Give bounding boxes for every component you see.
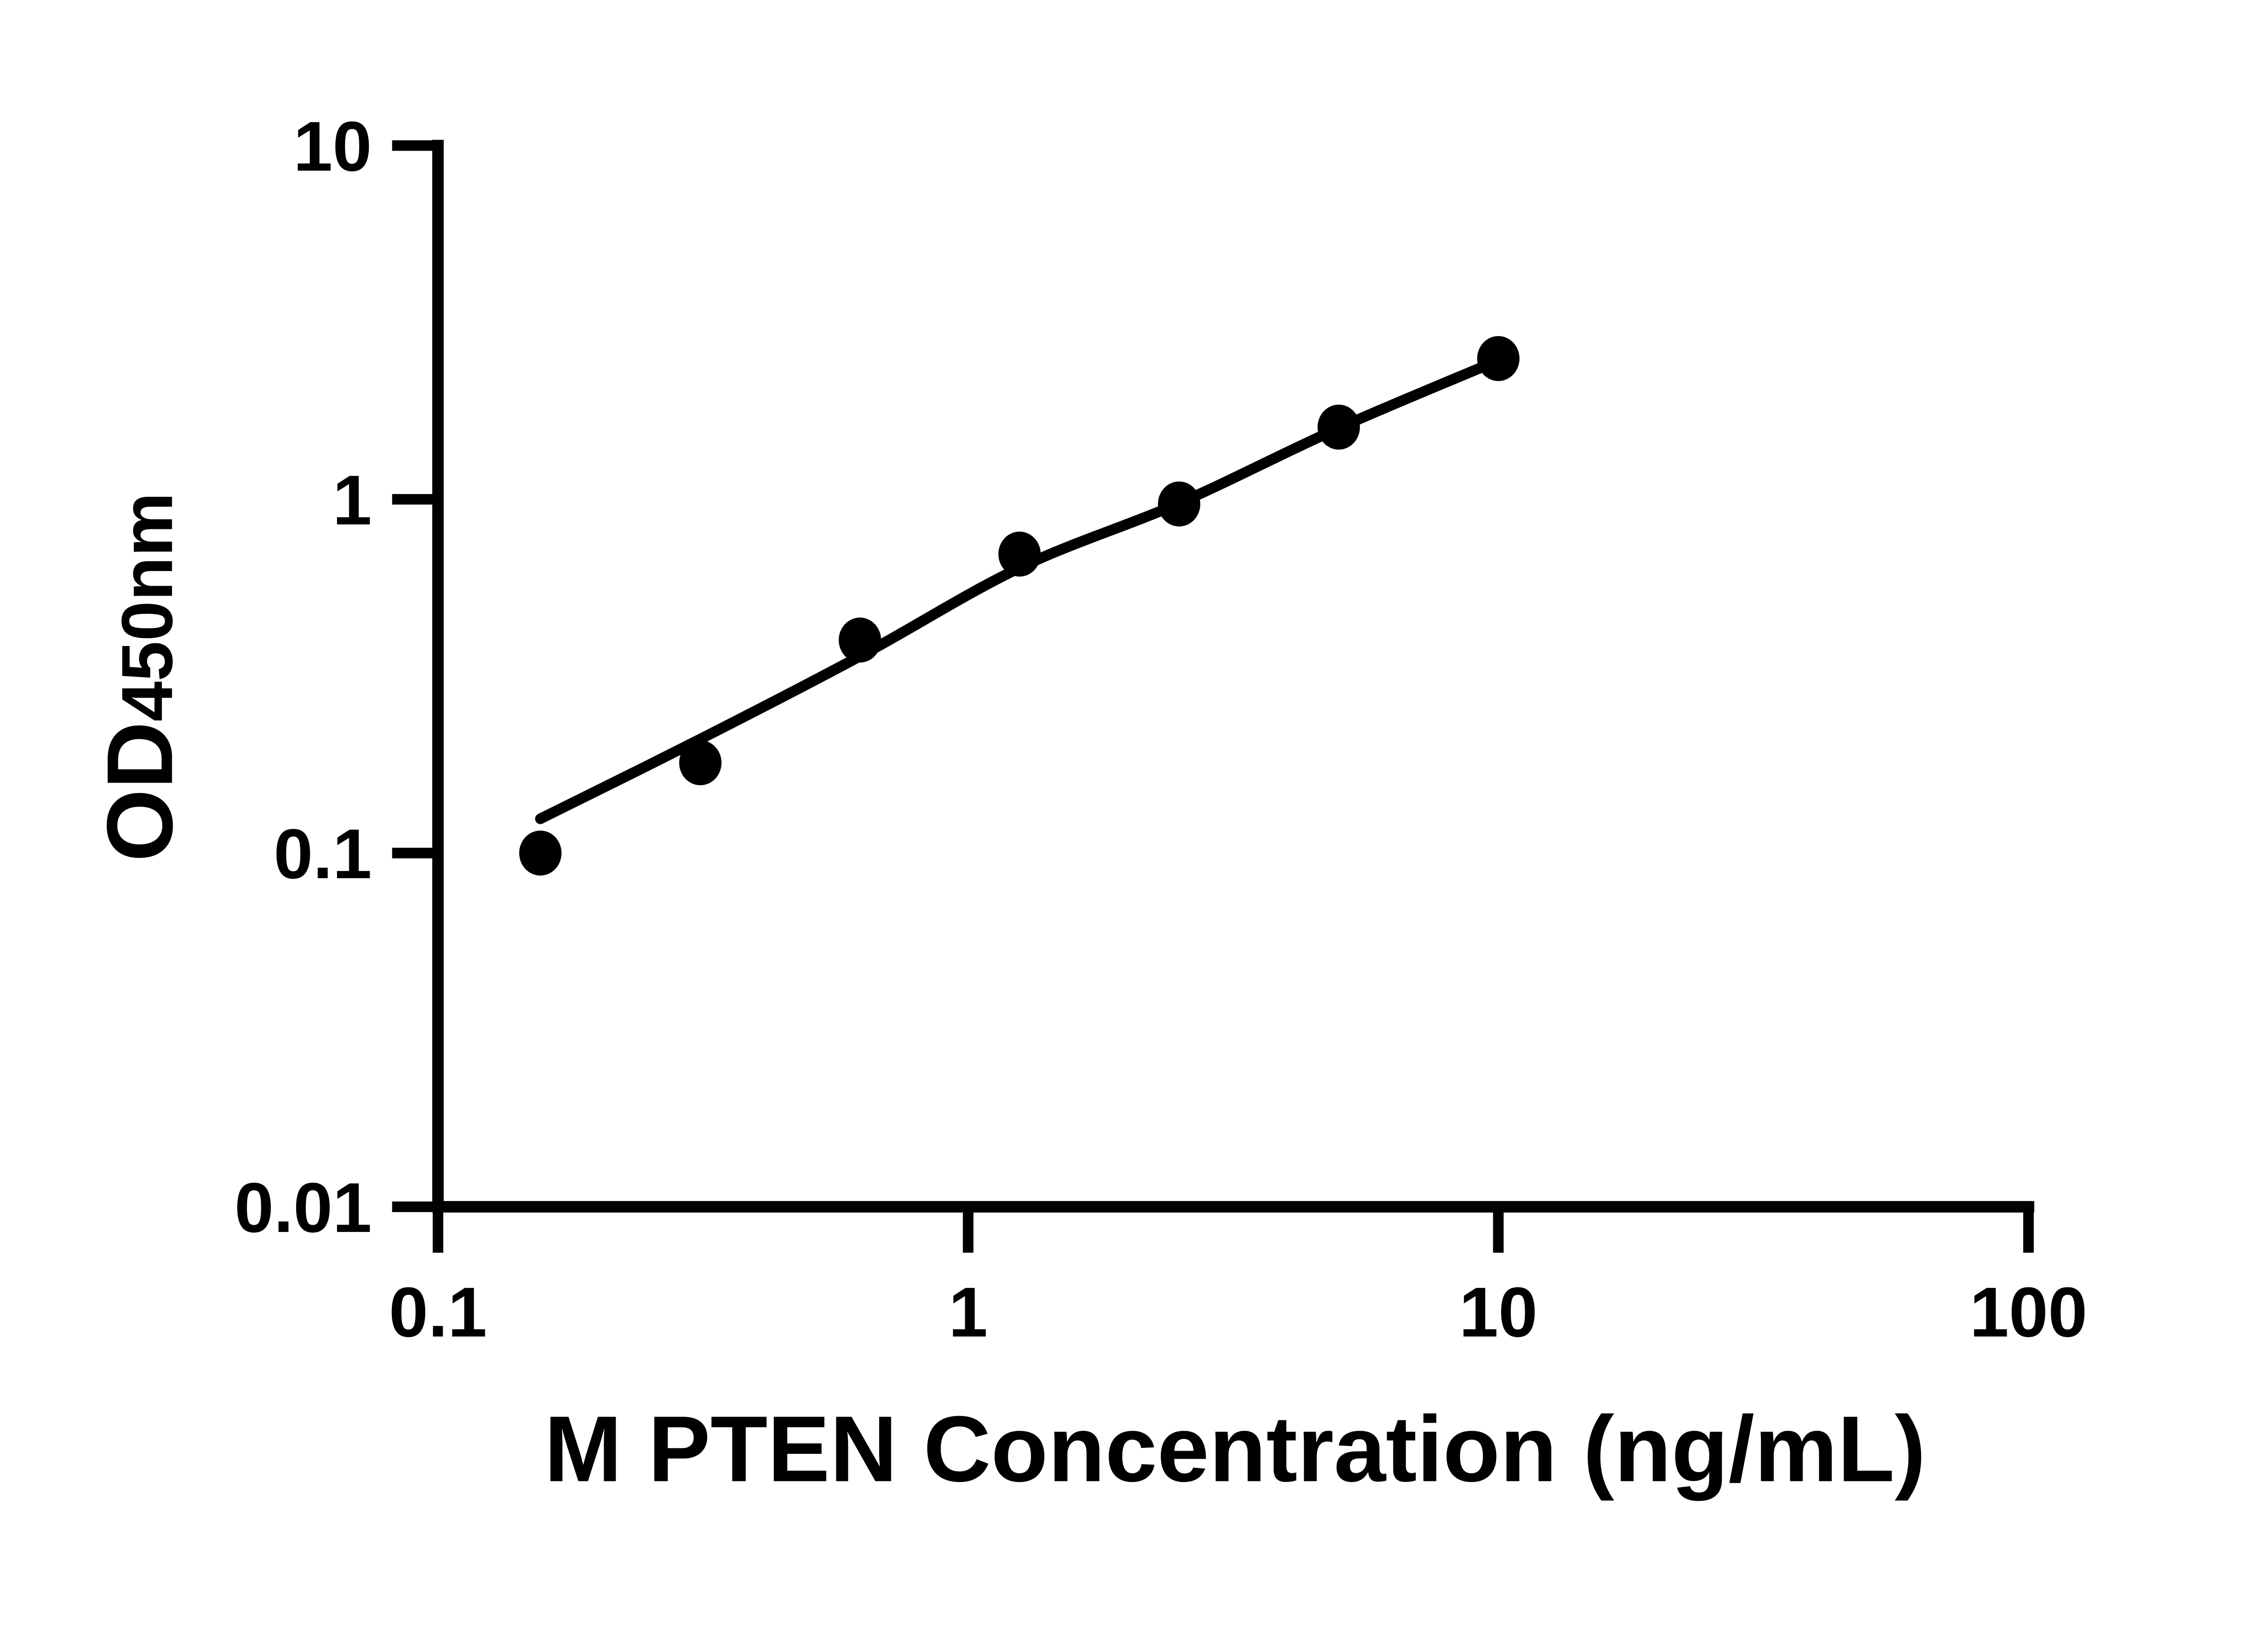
elisa-standard-curve-figure: 0.01 0.1 1 10 0.1 1 10 100 M PTEN Concentration… (87, 107, 2087, 1501)
data-point-marker (679, 740, 722, 786)
x-tick-label: 1 (948, 1272, 988, 1351)
axis-frame (432, 140, 2034, 1213)
x-tick-label: 100 (1970, 1272, 2087, 1351)
y-axis-title-subscript: 450nm (107, 492, 187, 721)
data-series (519, 336, 1520, 876)
data-point-marker (1317, 404, 1360, 450)
data-point-marker (839, 617, 881, 663)
y-tick-label: 1 (332, 460, 372, 539)
y-tick-label: 0.1 (274, 814, 371, 893)
y-tick-label: 10 (293, 107, 372, 186)
x-axis-title: M PTEN Concentration (ng/mL) (544, 1396, 1926, 1501)
y-axis-title-main: OD (87, 722, 192, 862)
y-axis-title: OD450nm (87, 492, 192, 861)
x-tick-label: 10 (1459, 1272, 1538, 1351)
x-tick-label: 0.1 (389, 1272, 487, 1351)
data-point-marker (1477, 336, 1520, 381)
data-point-marker (519, 830, 562, 876)
data-point-marker (998, 531, 1041, 577)
y-tick-label: 0.01 (235, 1168, 372, 1247)
data-point-marker (1158, 481, 1201, 527)
axis-ticks (392, 140, 2034, 1253)
axes (432, 140, 2034, 1213)
